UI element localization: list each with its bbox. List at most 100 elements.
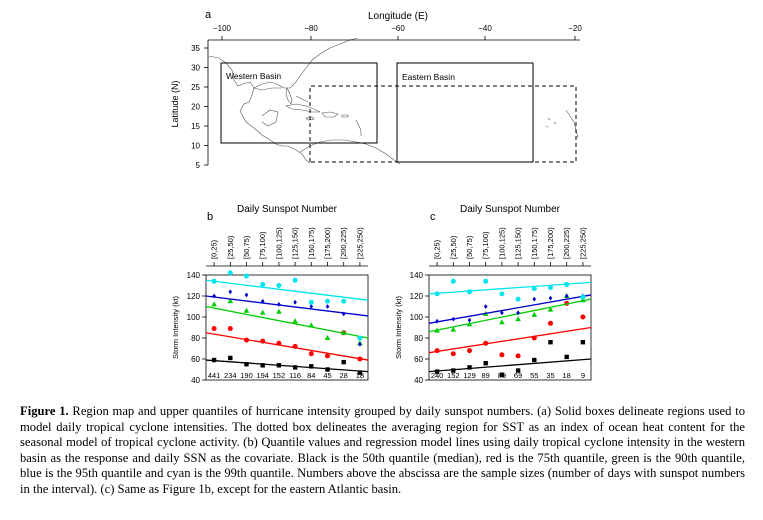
point-q50 [228,355,233,361]
longitude-ticks: −100 −80 −60 −40 −20 [213,24,582,40]
point-q95 [548,295,553,301]
latitude-tick-label: 20 [191,103,200,112]
point-q75 [292,343,298,349]
point-q90 [324,335,331,340]
point-q75 [211,326,217,332]
eastern-basin-label: Eastern Basin [402,72,455,82]
latitude-tick-label: 35 [191,44,200,53]
sample-size-label: 234 [224,371,237,380]
point-q75 [483,340,489,346]
point-q75 [357,356,363,362]
interval-label: [75,100) [481,231,490,259]
regression-line-q50 [205,359,369,373]
africa-coast [565,109,579,139]
point-q50 [434,369,440,374]
interval-label: [0,25) [433,239,442,259]
sample-size-label: 28 [340,371,348,380]
panel-letter: c [430,211,436,223]
point-q99 [341,298,347,304]
point-q90 [434,327,440,333]
regression-line-q50 [428,358,592,373]
y-tick-label: 100 [410,313,424,322]
sst-averaging-box [309,85,577,163]
latitude-tick-label: 10 [191,142,200,151]
sample-size-label: 69 [514,371,522,380]
point-q95 [277,302,281,307]
point-q99 [580,294,586,300]
interval-label: [200,225) [339,227,348,259]
sample-size-label: 129 [463,371,476,380]
cape-verde [545,117,557,128]
sample-size-label: 194 [256,371,269,380]
interval-label: [150,175) [530,227,539,259]
regression-line-q95 [205,295,369,317]
figure-caption: Figure 1. Region map and upper quantiles… [20,404,745,498]
point-q50 [211,357,217,363]
regression-line-q75 [428,326,592,354]
y-tick-label: 120 [410,292,424,301]
point-q75 [227,326,233,332]
western-basin-box [220,62,378,144]
y-tick-label: 60 [191,355,200,364]
point-q75 [467,348,472,354]
sample-size-label: 190 [240,371,253,380]
latitude-tick-label: 15 [191,122,200,131]
longitude-tick-label: −40 [478,24,492,33]
caption-text: Region map and upper quantiles of hurric… [20,404,745,496]
y-axis-title: Storm Intensity (kt) [171,296,180,359]
longitude-tick-label: −60 [391,24,405,33]
point-q75 [260,338,266,344]
plot-frame [205,274,369,381]
point-q75 [531,335,537,341]
point-q50 [467,365,472,370]
panel-letter: b [207,211,213,223]
point-q99 [548,285,553,291]
point-q90 [340,329,347,335]
point-q90 [515,316,521,322]
interval-label: [50,75) [465,235,474,259]
sample-size-label: 240 [431,371,444,380]
point-q99 [499,291,505,297]
caption-label: Figure 1. [20,404,69,418]
point-q99 [515,296,521,302]
western-basin-label: Western Basin [226,71,281,81]
sample-size-label: 152 [273,371,286,380]
point-q99 [325,298,330,304]
point-q95 [325,304,330,309]
florida [285,87,293,105]
interval-label: [75,100) [258,231,267,259]
point-q90 [292,318,298,324]
point-q99 [276,283,282,288]
interval-label: [150,175) [307,227,316,259]
point-q95 [532,296,537,302]
point-q90 [580,297,586,303]
y-tick-label: 80 [414,334,423,343]
sample-size-label: 35 [546,371,554,380]
point-q90 [450,326,457,332]
sample-size-label: 152 [447,371,460,380]
point-q75 [515,353,521,359]
y-tick-label: 40 [191,376,200,385]
point-q99 [260,281,266,287]
panel-a-letter: a [205,9,212,21]
point-q99 [357,335,363,341]
point-q90 [308,322,315,328]
interval-label: [100,125) [497,227,506,259]
sample-size-label: 441 [208,371,221,380]
point-q99 [564,281,570,287]
sample-size-label: 116 [289,371,301,380]
point-q90 [276,308,282,314]
interval-label: [175,200) [546,227,555,259]
yucatan [261,109,279,127]
point-q50 [276,363,282,368]
y-tick-label: 140 [410,271,424,280]
point-q95 [293,299,297,305]
point-q95 [260,298,265,304]
point-q99 [308,299,314,305]
point-q99 [450,278,456,284]
latitude-axis-title: Latitude (N) [170,80,180,127]
y-tick-label: 60 [414,355,423,364]
point-q95 [451,316,456,322]
point-q50 [548,340,553,345]
interval-label: [0,25) [210,239,219,259]
